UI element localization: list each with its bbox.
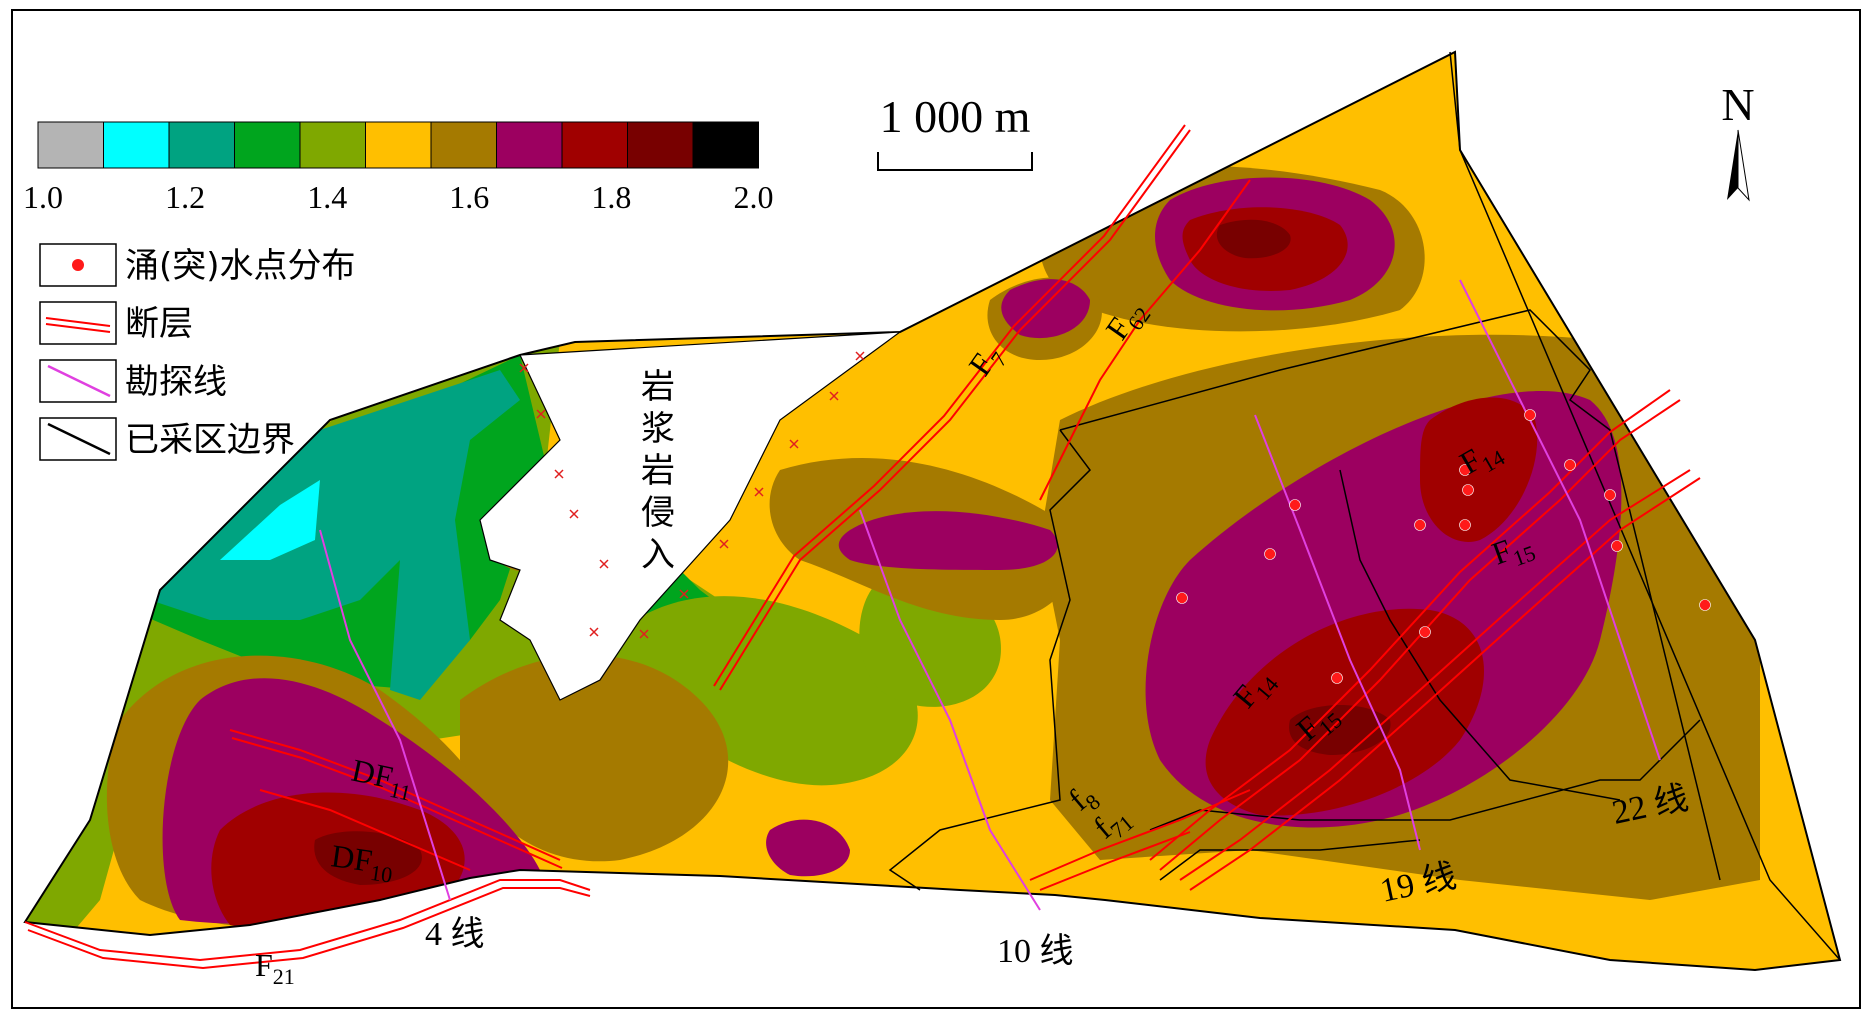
intrusion-char-5: 入	[641, 535, 675, 575]
boundary-icon	[47, 422, 111, 456]
legend-color-cell	[365, 121, 432, 169]
zone-brown-south	[460, 655, 729, 862]
legend-tick-label: 2.0	[734, 179, 774, 215]
inrush-point	[1264, 548, 1276, 560]
fault-f15-twin	[1189, 477, 1701, 891]
legend-color-cell	[103, 121, 170, 169]
legend-color-cell	[168, 121, 235, 169]
inrush-point	[1611, 540, 1623, 552]
fault-f7-twin	[713, 124, 1186, 687]
inrush-point	[1331, 672, 1343, 684]
inrush-point	[1564, 459, 1576, 471]
fault-df11-twin	[231, 737, 563, 869]
zone-west-teal	[140, 370, 520, 700]
intrusion-cross-marks	[519, 351, 865, 639]
line-labels: 4 线 10 线 19 线 22 线	[425, 779, 1691, 970]
fault-f21-twin	[27, 887, 591, 970]
intrusion-label: 岩 浆 岩 侵 入	[641, 367, 675, 575]
zone-west-cyan	[220, 480, 320, 560]
scale-bar-line	[877, 152, 1033, 171]
north-arrow: N	[1721, 79, 1755, 202]
inrush-point	[1459, 464, 1471, 476]
inrush-point	[1176, 592, 1188, 604]
exploration-line-icon	[47, 364, 111, 398]
label-line-10: 10 线	[997, 932, 1074, 970]
map-frame	[11, 9, 1861, 1009]
north-arrow-label: N	[1721, 79, 1754, 130]
fault-f15	[1179, 469, 1691, 881]
inrush-point	[1604, 489, 1616, 501]
intrusion-char-4: 侵	[641, 493, 675, 533]
fault-f14-twin	[1149, 389, 1671, 861]
intrusion-char-1: 岩	[641, 367, 675, 407]
fault-f8	[1029, 789, 1251, 881]
inrush-point	[1699, 599, 1711, 611]
legend-color-cell	[496, 121, 563, 169]
water-inrush-icon	[72, 259, 84, 271]
zone-darkred-sw	[314, 831, 422, 885]
legend-tick-label: 1.6	[449, 179, 489, 215]
zone-magenta-center	[838, 511, 1058, 570]
legend-label-inrush: 涌(突)水点分布	[125, 246, 356, 286]
legend-color-cell	[234, 121, 301, 169]
fault-label-df10: DF10	[328, 837, 396, 887]
exploration-lines	[319, 279, 1661, 911]
inrush-point	[1289, 499, 1301, 511]
fault-f7	[719, 129, 1191, 691]
legend-color-cell	[627, 121, 694, 169]
fault-label-df11: DF11	[347, 752, 416, 806]
legend-label-fault: 断层	[125, 304, 193, 344]
fault-df11	[229, 729, 561, 861]
legend-color-cell	[692, 121, 759, 169]
exploration-line-19	[1254, 414, 1421, 851]
intrusion-char-2: 浆	[641, 409, 675, 449]
legend-tick-label: 1.4	[307, 179, 347, 215]
fault-f71	[1039, 831, 1191, 891]
magma-intrusion-area	[479, 331, 902, 701]
legend-color-cell	[561, 121, 628, 169]
exploration-line-22	[1459, 279, 1661, 761]
scale-bar: 1 000 m	[877, 91, 1033, 171]
inrush-point	[1524, 409, 1536, 421]
exploration-line-10	[859, 509, 1041, 911]
legend-label-exploration: 勘探线	[125, 362, 227, 402]
fault-f62	[1039, 179, 1251, 501]
legend-tick-label: 1.8	[591, 179, 631, 215]
fault-label-f21: F21	[255, 947, 295, 989]
inrush-point	[1459, 519, 1471, 531]
legend-color-cell	[299, 121, 366, 169]
mined-boundaries	[888, 51, 1841, 961]
legend-color-cell	[430, 121, 497, 169]
intrusion-char-3: 岩	[641, 451, 675, 491]
zone-darkred-east	[1289, 705, 1391, 755]
north-arrow-half	[1737, 129, 1750, 202]
legend-label-boundary: 已采区边界	[125, 420, 295, 460]
zone-red-east2	[1420, 397, 1538, 542]
zone-magenta-south	[766, 819, 850, 877]
symbol-legend: 涌(突)水点分布 断层 勘探线 已采区边界	[39, 243, 356, 461]
label-line-4: 4 线	[425, 915, 485, 953]
legend-color-cell	[37, 121, 104, 169]
zone-darkred-north	[1216, 219, 1291, 259]
zone-magenta-nw	[1001, 279, 1090, 339]
exploration-line-4	[319, 529, 451, 901]
color-legend	[37, 121, 759, 169]
water-inrush-points	[1176, 409, 1711, 684]
inrush-point	[1414, 519, 1426, 531]
legend-ticks: 1.0 1.2 1.4 1.6 1.8 2.0	[23, 179, 774, 215]
legend-tick-label: 1.2	[165, 179, 205, 215]
inrush-point	[1419, 626, 1431, 638]
scale-bar-label: 1 000 m	[880, 91, 1031, 142]
legend-tick-label: 1.0	[23, 179, 63, 215]
fault-f21	[24, 879, 591, 962]
fault-icon	[45, 317, 111, 333]
inrush-point	[1462, 484, 1474, 496]
